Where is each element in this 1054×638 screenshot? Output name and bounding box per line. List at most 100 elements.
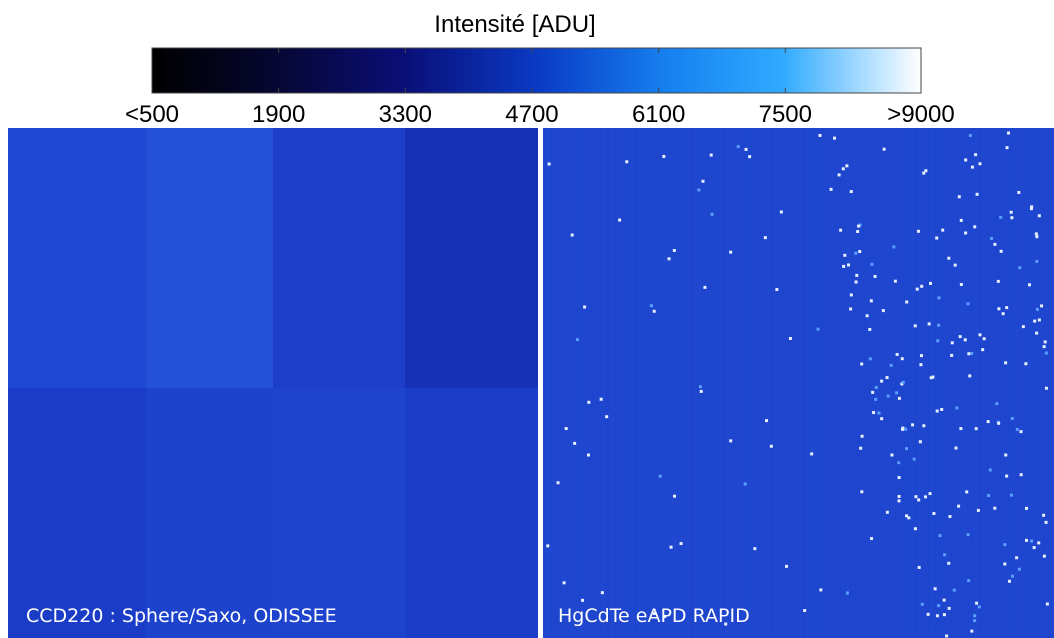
hot-pixel	[833, 136, 837, 140]
hot-pixel	[658, 474, 662, 478]
hot-pixel	[710, 212, 714, 216]
hot-pixel	[978, 333, 982, 337]
column-stripe	[699, 128, 701, 638]
hot-pixel	[901, 427, 905, 431]
hot-pixel	[959, 427, 963, 431]
column-stripe	[947, 128, 949, 638]
hot-pixel	[600, 591, 604, 595]
hot-pixel	[926, 612, 930, 616]
hot-pixel	[955, 406, 959, 410]
column-stripe	[815, 128, 817, 638]
column-stripe	[1027, 128, 1029, 638]
hot-pixel	[753, 547, 757, 551]
hot-pixel	[1015, 427, 1019, 431]
hot-pixel	[1004, 361, 1008, 365]
hot-pixel	[743, 482, 747, 486]
hot-pixel	[953, 263, 957, 267]
tile	[405, 388, 538, 638]
column-stripe	[579, 128, 581, 638]
tick-label: 7500	[759, 101, 812, 128]
hot-pixel	[1017, 190, 1021, 194]
hot-pixel	[911, 423, 915, 427]
hot-pixel	[841, 167, 845, 171]
hot-pixel	[963, 338, 967, 342]
hot-pixel	[970, 165, 974, 169]
hot-pixel	[916, 229, 920, 233]
hot-pixel	[869, 299, 873, 303]
hot-pixel	[1019, 473, 1023, 477]
hot-pixel	[935, 614, 939, 618]
hot-pixel	[957, 504, 961, 508]
column-stripe	[723, 128, 725, 638]
hot-pixel	[1018, 266, 1022, 270]
column-stripe	[547, 128, 549, 638]
column-stripe	[923, 128, 925, 638]
tick-label: 4700	[505, 101, 558, 128]
hot-pixel	[849, 190, 853, 194]
hot-pixel	[900, 382, 904, 386]
hot-pixel	[769, 444, 773, 448]
column-stripe	[607, 128, 609, 638]
hot-pixel	[913, 324, 917, 328]
column-stripe	[731, 128, 733, 638]
column-stripe	[659, 128, 661, 638]
column-stripe	[987, 128, 989, 638]
hot-pixel	[931, 375, 935, 379]
column-stripe	[883, 128, 885, 638]
hot-pixel	[547, 162, 551, 166]
hot-pixel	[928, 492, 932, 496]
hot-pixel	[573, 441, 577, 445]
column-stripe	[851, 128, 853, 638]
column-stripe	[971, 128, 973, 638]
hot-pixel	[1029, 207, 1033, 211]
hot-pixel	[1010, 417, 1014, 421]
hot-pixel	[679, 542, 683, 546]
hot-pixel	[928, 281, 932, 285]
tick-label: 6100	[632, 101, 685, 128]
hot-pixel	[819, 588, 823, 592]
column-stripe	[803, 128, 805, 638]
hot-pixel	[1021, 325, 1025, 329]
hot-pixel	[924, 169, 928, 173]
hot-pixel	[872, 411, 876, 415]
hot-pixel	[618, 218, 622, 222]
hot-pixel	[1001, 312, 1005, 316]
column-stripe	[663, 128, 665, 638]
hot-pixel	[952, 588, 956, 592]
column-stripe	[891, 128, 893, 638]
hot-pixel	[703, 285, 707, 289]
hot-pixel	[699, 389, 703, 393]
column-stripe	[691, 128, 693, 638]
hot-pixel	[748, 155, 752, 159]
hot-pixel	[988, 468, 992, 472]
hot-pixel	[917, 565, 921, 569]
hot-pixel	[736, 145, 740, 149]
hot-pixel	[966, 533, 970, 537]
column-stripe	[751, 128, 753, 638]
column-stripe	[1011, 128, 1013, 638]
hot-pixel	[987, 494, 991, 498]
hot-pixel	[974, 153, 978, 157]
hot-pixel	[744, 147, 748, 151]
hot-pixel	[954, 446, 958, 450]
column-stripe	[671, 128, 673, 638]
hot-pixel	[912, 457, 916, 461]
hot-pixel	[870, 262, 874, 266]
column-stripe	[863, 128, 865, 638]
hot-pixel	[763, 236, 767, 240]
hot-pixel	[1009, 210, 1013, 214]
hot-pixel	[957, 195, 961, 199]
hot-pixel	[1045, 602, 1049, 606]
hot-pixel	[1044, 520, 1048, 524]
hot-pixel	[977, 605, 981, 609]
hot-pixel	[810, 452, 814, 456]
hot-pixel	[587, 400, 591, 404]
column-stripe	[955, 128, 957, 638]
hot-pixel	[1037, 214, 1041, 218]
hot-pixel	[816, 327, 820, 331]
hot-pixel	[976, 508, 980, 512]
column-stripe	[819, 128, 821, 638]
column-stripe	[943, 128, 945, 638]
hot-pixel	[892, 245, 896, 249]
hot-pixel	[975, 192, 979, 196]
